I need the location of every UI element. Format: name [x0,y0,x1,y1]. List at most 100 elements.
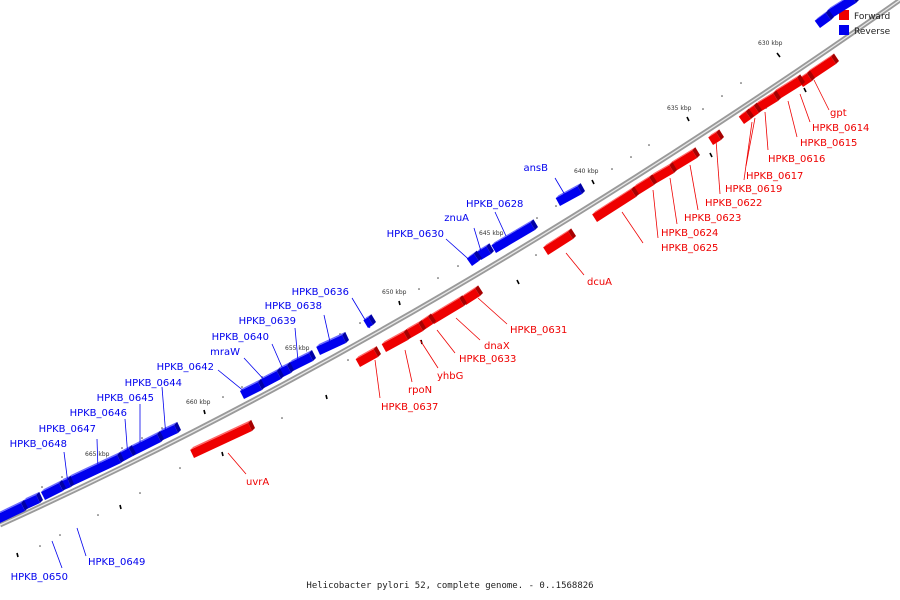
callout-line [743,121,753,181]
reverse-gene-label: HPKB_0638 [265,301,322,312]
reverse-gene-top [159,421,178,432]
reverse-gene-label: HPKB_0646 [70,408,127,419]
forward-gene-top [461,285,479,298]
callout-line [554,177,569,201]
minor-tick [347,359,349,361]
tick-marks [16,52,807,558]
callout-line [51,540,63,569]
forward-gene-face [650,165,674,184]
reverse-gene [0,499,28,523]
minor-tick [418,288,420,290]
forward-gene-side [669,162,677,173]
minor-tick [59,534,61,536]
tick-label: 635 kbp [667,105,692,112]
reverse-gene-top [259,368,280,381]
forward-gene-side [418,320,426,331]
reverse-gene-side [342,331,349,343]
tick-mark [16,552,19,558]
forward-gene-top [592,186,635,215]
callout-line [124,418,129,459]
tick-mark [776,52,781,58]
callout-line [745,117,756,167]
callout-line [374,359,381,399]
reverse-gene [259,368,284,388]
forward-gene-face [807,56,836,80]
reverse-gene-face [316,334,346,355]
forward-gene-label: HPKB_0625 [661,243,718,254]
reverse-gene-top [68,451,121,478]
forward-gene-top [807,53,835,73]
minor-tick [702,108,704,110]
forward-gene-label: HPKB_0614 [812,123,869,134]
callout-line [652,189,659,239]
forward-gene-side [373,346,381,357]
reverse-gene-label: HPKB_0628 [466,199,523,210]
forward-gene-label: HPKB_0615 [800,138,857,149]
minor-tick [536,217,538,219]
forward-gene-top [708,129,720,138]
reverse-gene-top [117,445,132,455]
forward-gene-label: gpt [830,108,847,119]
callout-line [715,139,721,195]
forward-gene-face [381,332,408,352]
forward-gene [773,74,805,100]
forward-gene-face [738,111,751,124]
reverse-gene-top [288,349,312,363]
forward-gene-label: HPKB_0622 [705,198,762,209]
reverse-gene [491,219,538,253]
forward-gene-label: uvrA [246,477,269,488]
minor-tick [241,386,243,388]
callout-line [351,297,371,329]
reverse-gene [239,378,265,399]
forward-gene-face [633,177,654,195]
forward-gene [650,162,677,184]
tick-mark [398,300,401,306]
callout-line [243,357,269,385]
forward-gene-side [248,419,255,431]
forward-gene-label: HPKB_0624 [661,228,718,239]
callout-line [669,177,678,225]
reverse-gene-label: HPKB_0644 [125,378,182,389]
forward-gene-side [403,329,411,340]
callout-line [455,317,481,341]
reverse-gene [23,491,43,509]
callout-line [445,238,475,265]
reverse-gene-side [368,314,376,325]
legend-reverse-swatch [839,25,849,35]
reverse-gene [363,314,376,328]
reverse-gene-face [23,494,40,509]
reverse-gene-side [854,0,859,3]
callout-line [477,297,508,325]
minor-ticks [39,82,767,547]
reverse-gene-face [466,253,479,266]
reverse-gene-top [23,491,40,501]
reverse-gene [68,451,124,486]
callout-line [227,452,247,475]
forward-gene [461,285,483,305]
forward-gene-face [429,298,464,324]
reverse-gene-top [276,361,290,370]
minor-tick [41,486,43,488]
reverse-gene-side [308,349,316,361]
reverse-gene-face [0,502,25,523]
forward-gene [633,174,657,195]
genes-layer [0,0,859,523]
forward-gene-top [738,108,749,117]
reverse-gene-label: mraW [210,347,240,358]
callout-line [404,349,413,383]
callouts-layer: gpt HPKB_0614 HPKB_0615 HPKB_0616 HPKB_0617 H… [10,79,869,583]
forward-gene-face [773,77,802,100]
reverse-gene-label: HPKB_0636 [292,287,349,298]
reverse-gene-face [259,371,281,388]
forward-gene-top [755,90,777,105]
forward-gene-top [773,74,801,93]
forward-gene-face [543,231,573,255]
forward-gene-face [669,150,697,172]
tick-mark [803,87,807,93]
reverse-gene-top [363,314,372,321]
forward-gene-top [543,228,572,248]
minor-tick [721,95,723,97]
reverse-gene-top [466,250,477,259]
reverse-gene-label: HPKB_0650 [11,572,68,583]
reverse-gene-face [827,0,856,18]
